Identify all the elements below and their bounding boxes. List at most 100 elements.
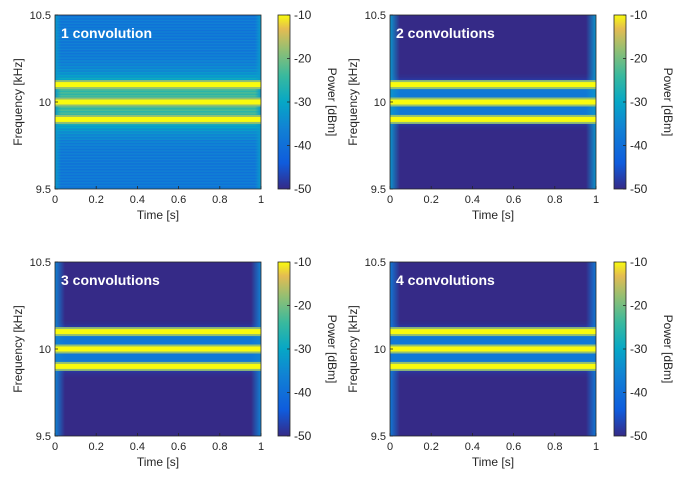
x-axis-label: Time [s]: [137, 208, 179, 222]
heatmap-row: [390, 89, 596, 92]
heatmap-row: [55, 131, 261, 133]
heatmap-row: [390, 343, 596, 345]
heatmap-row: [390, 124, 596, 126]
heatmap-row: [55, 133, 261, 136]
heatmap-row: [390, 321, 596, 323]
heatmap-row: [55, 340, 261, 342]
y-axis-label: Frequency [kHz]: [11, 58, 25, 145]
heatmap-row: [55, 343, 261, 345]
heatmap-row: [55, 26, 261, 29]
x-tick-label: 0.4: [465, 441, 480, 453]
heatmap-image: [55, 15, 261, 189]
heatmap-row: [55, 336, 261, 338]
x-tick-label: 0.8: [547, 441, 562, 453]
spectral-line-1: [55, 116, 261, 122]
heatmap-row: [55, 20, 261, 23]
heatmap-row: [390, 90, 596, 93]
heatmap-image: [390, 15, 596, 189]
colorbar-tick-label: -20: [294, 52, 312, 66]
heatmap-row: [55, 160, 261, 162]
heatmap-row: [55, 158, 261, 161]
panel-title: 4 convolutions: [396, 272, 495, 288]
heatmap-row: [55, 162, 261, 165]
colorbar-tick-label: -10: [294, 255, 312, 269]
heatmap-row: [55, 186, 261, 188]
spectral-line-1: [390, 116, 596, 122]
x-axis-label: Time [s]: [472, 455, 514, 469]
heatmap-row: [55, 164, 261, 167]
heatmap-row: [55, 33, 261, 36]
colorbar-tick-label: -10: [294, 8, 312, 22]
heatmap-row: [390, 96, 596, 98]
heatmap-row: [55, 355, 261, 357]
heatmap-row: [55, 41, 261, 43]
heatmap-row: [55, 139, 261, 142]
heatmap-row: [390, 111, 596, 113]
heatmap-row: [390, 374, 596, 376]
heatmap-row: [55, 68, 261, 71]
heatmap-row: [390, 372, 596, 374]
heatmap-row: [390, 109, 596, 111]
heatmap-row: [390, 110, 596, 112]
heatmap-row: [55, 93, 261, 96]
heatmap-row: [55, 155, 261, 158]
x-tick-label: 0.2: [424, 194, 439, 206]
heatmap-row: [390, 126, 596, 128]
x-tick-label: 0.6: [171, 441, 186, 453]
heatmap-row: [55, 148, 261, 151]
heatmap-row: [390, 323, 596, 326]
heatmap-row: [55, 67, 261, 69]
heatmap-row: [55, 74, 261, 77]
heatmap-row: [390, 360, 596, 362]
heatmap-row: [55, 353, 261, 355]
colorbar-tick-label: -10: [630, 8, 648, 22]
heatmap-row: [390, 356, 596, 358]
heatmap-row: [390, 373, 596, 375]
colorbar-label: Power [dBm]: [661, 315, 675, 384]
heatmap-row: [55, 356, 261, 358]
heatmap-row: [55, 70, 261, 72]
heatmap-row: [55, 110, 261, 113]
heatmap-row: [55, 151, 261, 154]
heatmap-row: [390, 114, 596, 116]
colorbar-tick-label: -10: [630, 255, 648, 269]
colorbar-tick-label: -20: [630, 299, 648, 313]
heatmap-row: [55, 358, 261, 360]
heatmap-row: [55, 58, 261, 61]
heatmap-row: [55, 125, 261, 127]
panel-title: 1 convolution: [61, 25, 152, 41]
spectral-line-1: [390, 363, 596, 369]
heatmap-row: [55, 39, 261, 42]
x-axis-label: Time [s]: [137, 455, 179, 469]
y-tick-label: 10: [374, 344, 386, 356]
x-tick-label: 0: [387, 194, 393, 206]
heatmap-row: [390, 106, 596, 108]
heatmap-row: [55, 48, 261, 51]
heatmap-row: [55, 25, 261, 27]
y-tick-label: 10.5: [30, 257, 51, 269]
heatmap-row: [55, 171, 261, 174]
y-tick-label: 10.5: [365, 10, 386, 22]
colorbar-label: Power [dBm]: [661, 68, 675, 137]
heatmap-row: [55, 123, 261, 126]
heatmap-row: [55, 38, 261, 40]
heatmap-row: [390, 340, 596, 342]
heatmap-row: [55, 323, 261, 326]
heatmap-row: [55, 135, 261, 138]
heatmap-row: [390, 361, 596, 363]
heatmap-row: [390, 128, 596, 131]
spectral-line-3: [390, 82, 596, 88]
heatmap-row: [55, 324, 261, 327]
heatmap-row: [55, 54, 261, 56]
x-tick-label: 0.6: [506, 194, 521, 206]
x-tick-label: 0.8: [212, 194, 227, 206]
heatmap-row: [55, 128, 261, 130]
heatmap-row: [390, 76, 596, 78]
colorbar-tick-label: -40: [294, 386, 312, 400]
heatmap-row: [390, 371, 596, 373]
heatmap-row: [390, 75, 596, 77]
heatmap-row: [55, 52, 261, 55]
heatmap-row: [55, 142, 261, 145]
heatmap-row: [55, 32, 261, 35]
heatmap-row: [55, 374, 261, 377]
